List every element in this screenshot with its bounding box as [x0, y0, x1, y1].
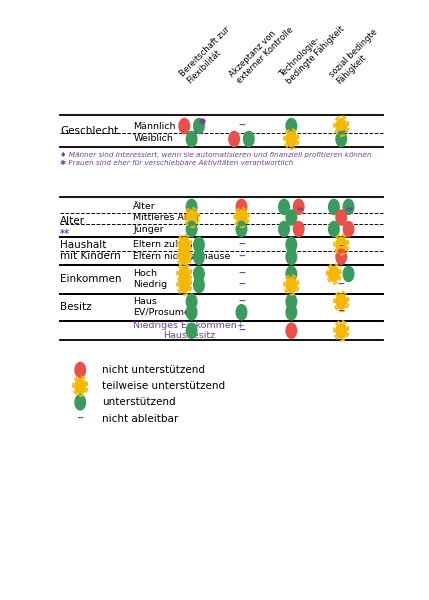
Circle shape [186, 199, 198, 215]
Circle shape [193, 236, 205, 253]
Circle shape [193, 118, 205, 134]
Circle shape [186, 209, 198, 226]
Text: Niedrig: Niedrig [133, 280, 168, 289]
Text: –: – [77, 412, 84, 425]
Circle shape [335, 118, 347, 134]
Text: **: ** [296, 207, 304, 216]
Text: EV/Prosumer: EV/Prosumer [133, 308, 194, 317]
Text: nicht ableitbar: nicht ableitbar [102, 413, 178, 424]
Text: Weiblich: Weiblich [133, 134, 173, 143]
Text: Älter: Älter [133, 202, 156, 211]
Text: Eltern nicht zuhause: Eltern nicht zuhause [133, 252, 231, 262]
Text: nicht unterstützend: nicht unterstützend [102, 365, 205, 375]
Text: Haus: Haus [133, 297, 157, 306]
Circle shape [178, 236, 190, 253]
Circle shape [193, 266, 205, 282]
Circle shape [236, 199, 248, 215]
Circle shape [178, 266, 190, 282]
Circle shape [285, 293, 297, 310]
Circle shape [193, 277, 205, 293]
Text: **: ** [346, 207, 354, 216]
Circle shape [236, 209, 248, 226]
Text: ✳: ✳ [192, 130, 197, 135]
Circle shape [328, 266, 340, 282]
Text: Geschlecht: Geschlecht [60, 126, 118, 136]
Circle shape [228, 131, 240, 148]
Circle shape [236, 221, 248, 238]
Text: Technologie-
bedingte Fähigkeit: Technologie- bedingte Fähigkeit [278, 17, 347, 86]
Circle shape [74, 394, 86, 410]
Circle shape [335, 236, 347, 253]
Circle shape [243, 131, 255, 148]
Circle shape [335, 209, 347, 226]
Text: Männlich: Männlich [133, 122, 176, 131]
Text: Haushalt
mit Kindern: Haushalt mit Kindern [60, 239, 121, 261]
Text: Alter: Alter [60, 216, 85, 226]
Circle shape [285, 266, 297, 282]
Circle shape [236, 304, 248, 320]
Text: –: – [339, 240, 344, 250]
Text: Eltern zuhause: Eltern zuhause [133, 240, 204, 249]
Circle shape [285, 236, 297, 253]
Text: –: – [238, 278, 245, 292]
Text: sozial bedingte
Fähigkeit: sozial bedingte Fähigkeit [327, 27, 387, 86]
Text: ♦ Männer sind interessiert, wenn sie automatisieren und finanziell profitieren k: ♦ Männer sind interessiert, wenn sie aut… [60, 152, 372, 158]
Circle shape [328, 199, 340, 215]
Text: –: – [238, 267, 245, 281]
Circle shape [278, 199, 290, 215]
Text: Bereitschaft zur
Flexibilität: Bereitschaft zur Flexibilität [178, 25, 239, 86]
Circle shape [335, 131, 347, 148]
Circle shape [335, 293, 347, 310]
Text: **: ** [60, 229, 70, 239]
Text: Besitz: Besitz [60, 302, 92, 311]
Circle shape [342, 266, 354, 282]
Text: Jünger: Jünger [133, 224, 164, 233]
Circle shape [285, 209, 297, 226]
Circle shape [186, 304, 198, 320]
Circle shape [285, 248, 297, 265]
Text: –: – [238, 250, 245, 264]
Text: –: – [238, 324, 245, 338]
Circle shape [285, 277, 297, 293]
Text: teilweise unterstützend: teilweise unterstützend [102, 381, 225, 391]
Text: –: – [338, 305, 344, 319]
Text: Mittleres Alter: Mittleres Alter [133, 213, 200, 222]
Text: –: – [238, 238, 245, 252]
Text: –: – [238, 119, 245, 133]
Circle shape [342, 221, 354, 238]
Text: Niedriges Einkommen+
Hausbesitz: Niedriges Einkommen+ Hausbesitz [133, 321, 245, 340]
Text: unterstützend: unterstützend [102, 397, 175, 407]
Circle shape [74, 378, 86, 394]
Circle shape [186, 221, 198, 238]
Text: Hoch: Hoch [133, 269, 157, 278]
Text: ✳: ✳ [342, 130, 347, 135]
Text: –: – [338, 278, 344, 292]
Circle shape [285, 322, 297, 339]
Circle shape [285, 131, 297, 148]
Text: Einkommen: Einkommen [60, 274, 122, 284]
Circle shape [178, 277, 190, 293]
Text: ✱ Frauen sind eher für verschiebbare Aktivitäten verantwortlich: ✱ Frauen sind eher für verschiebbare Akt… [60, 160, 293, 166]
Circle shape [186, 131, 198, 148]
Circle shape [328, 221, 340, 238]
Circle shape [74, 362, 86, 379]
Circle shape [186, 322, 198, 339]
Circle shape [278, 221, 290, 238]
Circle shape [285, 304, 297, 320]
Circle shape [342, 199, 354, 215]
Circle shape [335, 322, 347, 339]
Circle shape [186, 293, 198, 310]
Circle shape [335, 248, 347, 265]
Circle shape [293, 199, 305, 215]
Circle shape [293, 221, 305, 238]
Circle shape [193, 248, 205, 265]
Text: Akzeptanz von
externer Kontrolle: Akzeptanz von externer Kontrolle [228, 19, 295, 86]
Text: –: – [238, 295, 245, 308]
Circle shape [178, 118, 190, 134]
Circle shape [285, 118, 297, 134]
Circle shape [178, 248, 190, 265]
